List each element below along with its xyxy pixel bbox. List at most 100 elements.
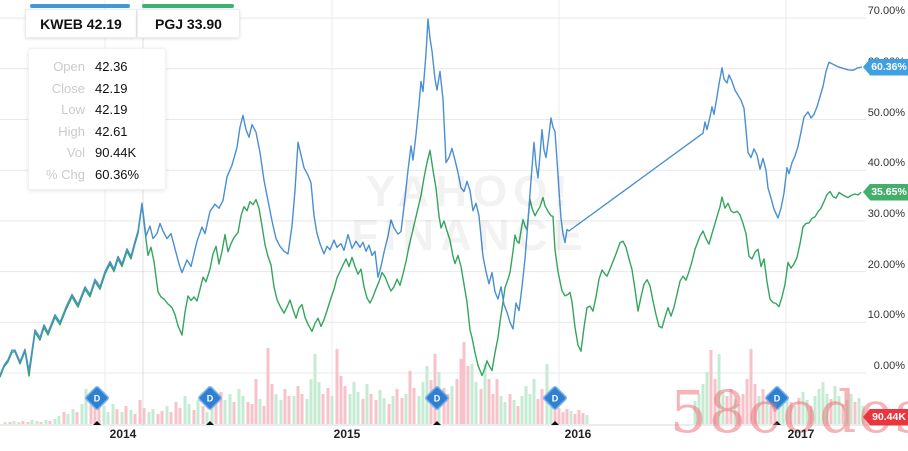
volume-bar <box>459 359 463 424</box>
volume-bar <box>797 398 801 424</box>
volume-bar <box>701 384 705 424</box>
volume-bar <box>106 412 110 424</box>
volume-bar <box>528 394 532 424</box>
y-axis-label: 30.00% <box>867 207 905 220</box>
volume-bar <box>214 404 218 424</box>
ohlc-tooltip: Open 42.36 Close 42.19 Low 42.19 High 42… <box>28 48 166 190</box>
volume-bar <box>270 384 274 424</box>
volume-bar <box>508 394 512 424</box>
volume-bar <box>138 400 142 424</box>
pgj-legend-label: PGJ 33.90 <box>155 15 222 32</box>
volume-bar <box>849 394 853 424</box>
volume-bar <box>837 396 841 424</box>
pgj-price-line[interactable] <box>0 149 862 378</box>
volume-badge: 90.44K <box>863 408 908 426</box>
kweb-price-line[interactable] <box>0 18 863 376</box>
volume-bar <box>151 409 155 424</box>
volume-bar <box>44 420 48 424</box>
legend-chip-kweb[interactable]: KWEB 42.19 <box>25 9 137 38</box>
legend-chip-pgj[interactable]: PGJ 33.90 <box>137 9 240 38</box>
high-value: 42.61 <box>95 123 128 139</box>
volume-bar <box>821 382 825 424</box>
volume-bar <box>57 416 61 424</box>
close-label: Close <box>51 80 85 96</box>
volume-bar <box>343 386 347 424</box>
volume-bar <box>102 406 106 424</box>
volume-bar <box>813 396 817 424</box>
volume-bar <box>532 379 536 424</box>
volume-bar <box>503 402 507 424</box>
volume-bar <box>581 413 585 424</box>
volume-bar <box>317 382 321 424</box>
kweb-legend-label: KWEB 42.19 <box>40 15 122 32</box>
volume-bar <box>455 379 459 424</box>
volume-bar <box>30 420 34 424</box>
dividend-tick-triangle <box>206 421 214 425</box>
volume-bar <box>709 350 713 424</box>
volume-bar <box>356 392 360 424</box>
x-axis-year-label: 2015 <box>333 427 361 441</box>
low-label: Low <box>61 102 85 118</box>
volume-bar <box>421 382 425 424</box>
volume-bar <box>8 422 12 424</box>
volume-bar <box>26 422 30 424</box>
dividend-diamond-letter: D <box>94 394 101 404</box>
volume-bar <box>693 401 697 424</box>
volume-bar <box>805 400 809 424</box>
volume-bar <box>205 412 209 424</box>
volume-bar <box>442 388 446 424</box>
close-value: 42.19 <box>95 80 128 96</box>
volume-bar <box>479 389 483 424</box>
volume-bar <box>785 396 789 424</box>
volume-bar <box>12 421 16 424</box>
y-axis-label: 40.00% <box>867 157 905 170</box>
volume-bar <box>241 396 245 424</box>
volume-bar <box>17 422 21 424</box>
high-label: High <box>58 123 85 139</box>
volume-bar <box>361 399 365 424</box>
y-axis-label: 20.00% <box>867 258 905 271</box>
volume-bar <box>21 421 25 424</box>
dividend-diamond-icon[interactable] <box>543 386 567 410</box>
volume-bar <box>192 410 196 424</box>
volume-bar <box>262 406 266 424</box>
volume-bar <box>292 396 296 424</box>
volume-bar <box>577 410 581 424</box>
dividend-diamond-icon[interactable] <box>198 386 222 410</box>
volume-bar <box>300 394 304 424</box>
volume-bar <box>258 399 262 424</box>
volume-bar <box>246 402 250 424</box>
volume-bar <box>237 389 241 424</box>
volume-bar <box>753 384 757 424</box>
volume-bar <box>395 389 399 424</box>
dividend-diamond-letter: D <box>552 394 559 404</box>
volume-bar <box>111 404 115 424</box>
dividend-diamond-icon[interactable] <box>425 386 449 410</box>
volume-bar <box>374 400 378 424</box>
volume-bar <box>124 406 128 424</box>
volume-bar <box>516 406 520 424</box>
volume-bar <box>39 422 43 424</box>
volume-bar <box>66 414 70 424</box>
low-value: 42.19 <box>95 102 128 118</box>
pctchg-value: 60.36% <box>95 166 140 182</box>
dividend-tick-triangle <box>93 421 101 425</box>
tooltip-row-close: Close 42.19 <box>29 78 165 100</box>
volume-bar <box>250 404 254 424</box>
dividend-diamond-icon[interactable] <box>765 386 789 410</box>
volume-bar <box>35 421 39 424</box>
volume-bar <box>89 402 93 424</box>
dividend-diamond-icon[interactable] <box>85 386 109 410</box>
volume-bar <box>305 399 309 424</box>
volume-bar <box>512 400 516 424</box>
volume-bar <box>857 398 861 424</box>
volume-bar <box>3 422 7 424</box>
dividend-tick-triangle <box>433 421 441 425</box>
volume-bar <box>348 394 352 424</box>
volume-bar <box>313 354 317 424</box>
volume-bar <box>520 396 524 424</box>
volume-bar <box>725 396 729 424</box>
volume-bar <box>174 402 178 424</box>
